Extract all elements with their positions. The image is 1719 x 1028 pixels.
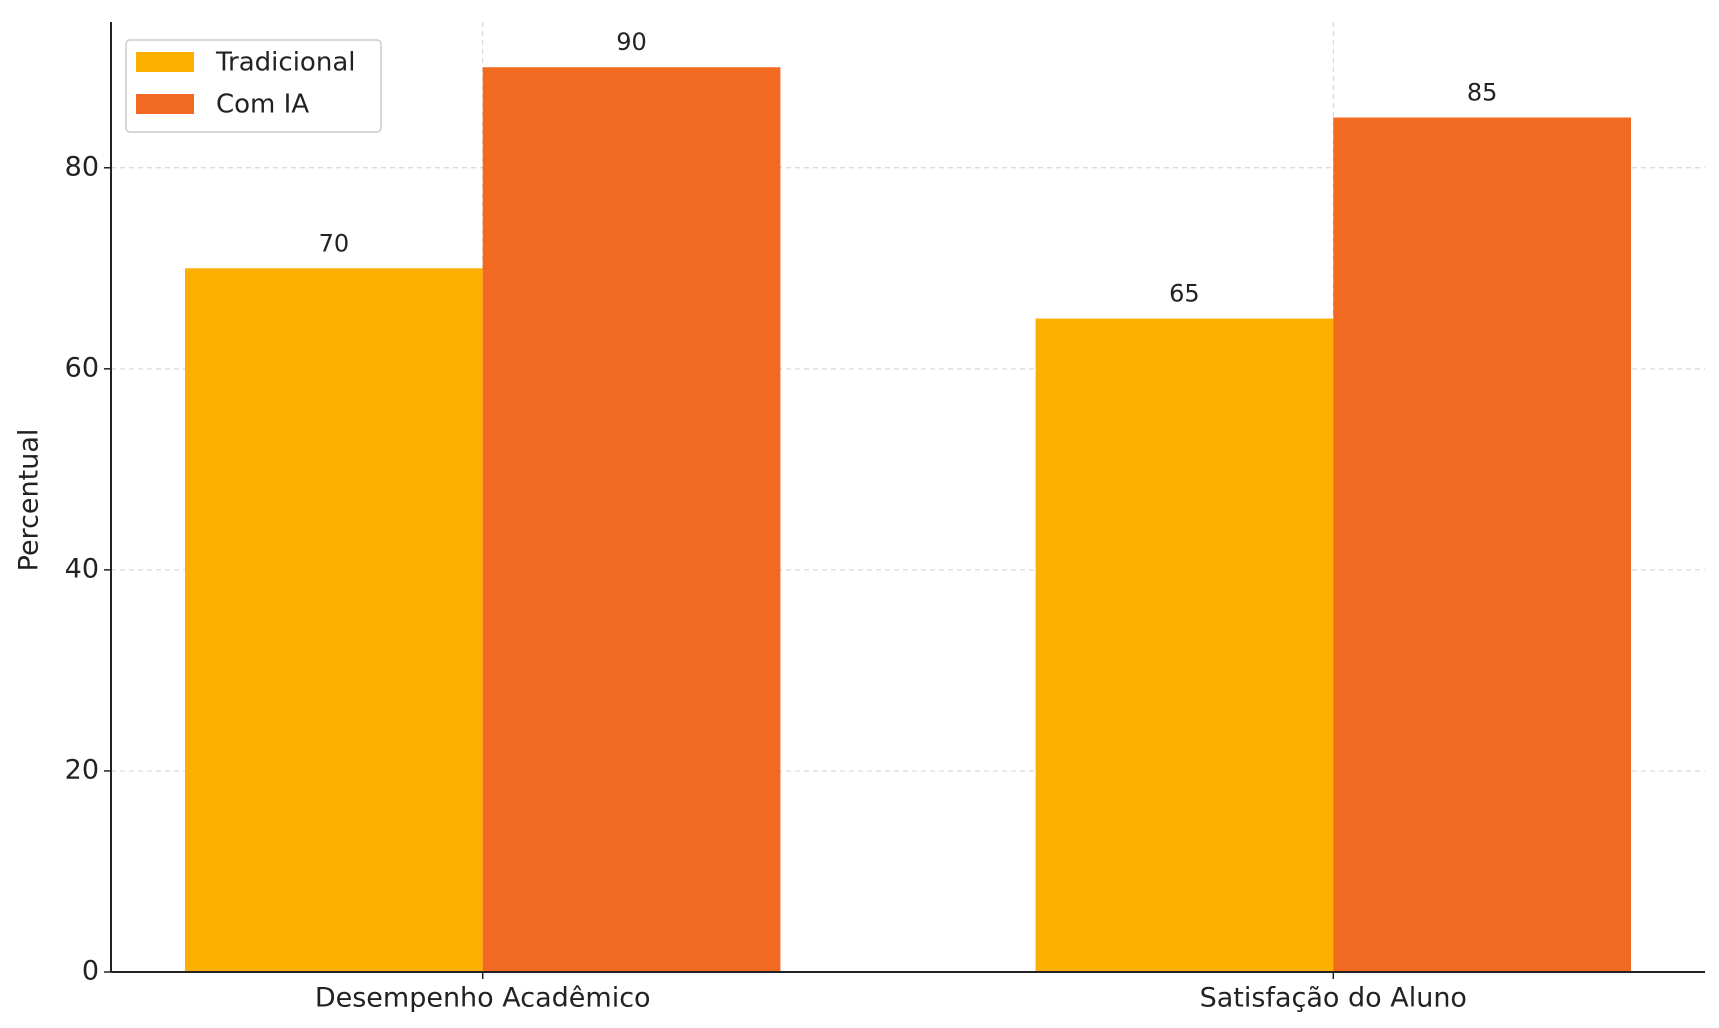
y-tick-label: 80 (65, 151, 99, 182)
y-tick-label: 20 (65, 754, 99, 785)
bar (1035, 318, 1334, 972)
y-axis-label: Percentual (14, 429, 45, 572)
y-tick-label: 0 (82, 956, 99, 987)
legend: Tradicional Com IA (125, 39, 382, 133)
bar (185, 268, 483, 973)
y-tick-label: 60 (65, 352, 99, 383)
bar (482, 67, 781, 972)
value-label: 65 (1169, 280, 1200, 308)
bar (1333, 117, 1631, 973)
legend-swatch (136, 94, 194, 114)
x-tick-label: Satisfação do Aluno (1200, 983, 1467, 1014)
legend-label: Tradicional (215, 48, 355, 78)
value-label: 90 (616, 28, 647, 56)
value-label: 70 (319, 229, 350, 257)
legend-label: Com IA (216, 90, 309, 120)
value-label: 85 (1467, 79, 1498, 107)
y-tick-label: 40 (65, 553, 99, 584)
x-tick-label: Desempenho Acadêmico (315, 983, 651, 1014)
legend-swatch (136, 52, 194, 72)
